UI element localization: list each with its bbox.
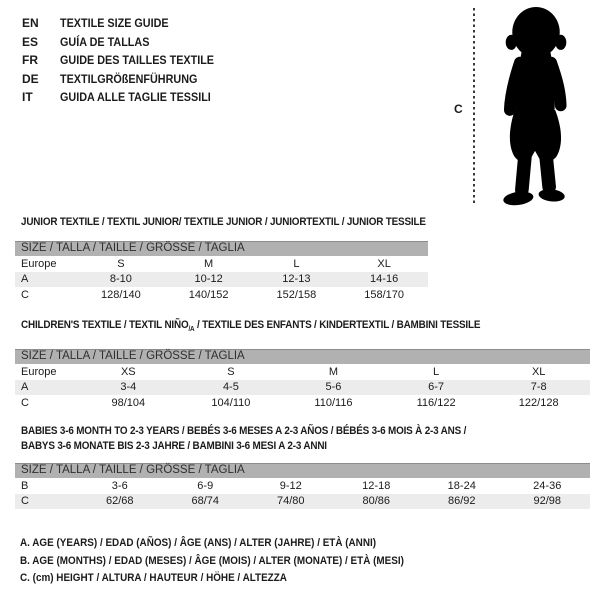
table-cell: M — [328, 365, 339, 378]
table-cell: 128/140 — [100, 288, 141, 301]
row-label: C — [21, 288, 29, 301]
table-cell: 68/74 — [191, 495, 220, 508]
table-cell: 8-10 — [109, 273, 132, 286]
table-row: A 3-4 4-5 5-6 6-7 7-8 — [15, 379, 590, 396]
table-cell: L — [293, 257, 300, 270]
language-title-list: EN TEXTILE SIZE GUIDE ES GUÍA DE TALLAS FR GU… — [22, 14, 231, 107]
table-title: CHILDREN'S TEXTILE / TEXTIL NIÑO/A / TEX… — [21, 318, 533, 337]
table-cell: 98/104 — [111, 396, 146, 409]
table-cell: 152/158 — [276, 288, 317, 301]
table-cell: XL — [531, 365, 546, 378]
table-cell: 7-8 — [530, 381, 547, 394]
babies-textile-table: BABIES 3-6 MONTH TO 2-3 YEARS / BEBÉS 3-… — [15, 424, 590, 509]
table-title: BABIES 3-6 MONTH TO 2-3 YEARS / BEBÉS 3-… — [21, 424, 533, 454]
language-guide-title: TEXTILE SIZE GUIDE — [60, 16, 169, 31]
language-row: ES GUÍA DE TALLAS — [22, 33, 231, 52]
footnote-line: A. AGE (YEARS) / EDAD (AÑOS) / ÂGE (ANS)… — [20, 537, 377, 549]
language-code: DE — [22, 71, 39, 86]
row-label: A — [21, 273, 29, 286]
table-cell: M — [204, 257, 214, 270]
table-cell: S — [117, 257, 125, 270]
table-title-segment: CHILDREN'S TEXTILE / TEXTIL NIÑO — [21, 319, 189, 331]
table-cell: 92/98 — [533, 495, 562, 508]
footnote-legend: A. AGE (YEARS) / EDAD (AÑOS) / ÂGE (ANS)… — [20, 535, 447, 588]
table-row: C 62/68 68/74 74/80 80/86 86/92 92/98 — [15, 493, 590, 509]
table-title-segment: BABIES 3-6 MONTH TO 2-3 YEARS / BEBÉS 3-… — [21, 425, 467, 437]
size-header-band: SIZE / TALLA / TAILLE / GRÖSSE / TAGLIA — [15, 241, 428, 256]
language-row: FR GUIDE DES TAILLES TEXTILE — [22, 51, 231, 70]
language-guide-title: TEXTILGRÖßENFÜHRUNG — [60, 71, 198, 86]
language-guide-title: GUIDA ALLE TAGLIE TESSILI — [60, 90, 211, 105]
table-cell: 14-16 — [370, 273, 399, 286]
toddler-silhouette-icon — [503, 7, 567, 206]
row-label: A — [21, 381, 29, 394]
table-cell: 9-12 — [279, 479, 302, 492]
language-guide-title: GUÍA DE TALLAS — [60, 34, 150, 49]
table-cell: 104/110 — [211, 396, 251, 409]
size-header-band: SIZE / TALLA / TAILLE / GRÖSSE / TAGLIA — [15, 463, 590, 478]
table-cell: 24-36 — [533, 479, 562, 492]
table-row: C 98/104 104/110 110/116 116/122 122/128 — [15, 395, 590, 411]
height-measure-figure: C — [440, 4, 595, 210]
table-cell: 110/116 — [314, 396, 353, 409]
table-cell: 3-4 — [120, 381, 137, 394]
footnote-line: B. AGE (MONTHS) / EDAD (MESES) / ÂGE (MO… — [20, 554, 404, 567]
height-dotted-line — [473, 8, 475, 206]
table-row: Europe S M L XL — [15, 256, 428, 272]
language-code: EN — [22, 16, 39, 31]
table-row: A 8-10 10-12 12-13 14-16 — [15, 271, 428, 287]
junior-textile-table: JUNIOR TEXTILE / TEXTIL JUNIOR/ TEXTILE … — [15, 215, 428, 303]
table-cell: 86/92 — [447, 495, 476, 508]
row-label: C — [21, 396, 29, 409]
row-label: B — [21, 479, 29, 492]
table-cell: L — [433, 365, 440, 378]
language-guide-title: GUIDE DES TAILLES TEXTILE — [60, 53, 215, 68]
table-cell: 6-7 — [428, 381, 445, 394]
size-header-band: SIZE / TALLA / TAILLE / GRÖSSE / TAGLIA — [15, 349, 590, 365]
table-cell: 140/152 — [188, 288, 229, 301]
table-cell: 4-5 — [222, 381, 239, 394]
table-title-segment: /A — [188, 326, 195, 334]
language-code: ES — [22, 34, 39, 49]
table-cell: S — [227, 365, 235, 378]
table-cell: 12-18 — [362, 479, 391, 492]
table-cell: 116/122 — [416, 396, 456, 409]
table-cell: 62/68 — [105, 495, 134, 508]
table-cell: 122/128 — [518, 396, 559, 409]
table-cell: 80/86 — [362, 495, 391, 508]
table-cell: 74/80 — [276, 495, 305, 508]
table-cell: 5-6 — [325, 381, 342, 394]
table-cell: 12-13 — [282, 273, 311, 286]
language-row: IT GUIDA ALLE TAGLIE TESSILI — [22, 88, 231, 107]
table-title-segment: / TEXTILE DES ENFANTS / KINDERTEXTIL / B… — [194, 319, 481, 331]
table-title: JUNIOR TEXTILE / TEXTIL JUNIOR/ TEXTILE … — [21, 215, 426, 230]
table-cell: 6-9 — [197, 479, 214, 492]
table-cell: 3-6 — [111, 479, 128, 492]
row-label: Europe — [21, 257, 57, 270]
table-cell: XS — [120, 365, 136, 378]
footnote-line: C. (cm) HEIGHT / ALTURA / HAUTEUR / HÖHE… — [20, 572, 287, 584]
language-code: FR — [22, 53, 38, 68]
table-row: B 3-6 6-9 9-12 12-18 18-24 24-36 — [15, 478, 590, 494]
table-cell: 158/170 — [364, 288, 404, 301]
table-cell: 18-24 — [447, 479, 476, 492]
row-label: Europe — [21, 365, 57, 378]
table-cell: XL — [377, 257, 391, 270]
table-row: Europe XS S M L XL — [15, 364, 590, 380]
language-row: EN TEXTILE SIZE GUIDE — [22, 14, 231, 33]
table-title-segment: JUNIOR TEXTILE / TEXTIL JUNIOR/ TEXTILE … — [21, 216, 426, 228]
row-label: C — [21, 495, 29, 508]
children-textile-table: CHILDREN'S TEXTILE / TEXTIL NIÑO/A / TEX… — [15, 318, 590, 411]
height-measure-label: C — [454, 102, 463, 116]
table-row: C 128/140 140/152 152/158 158/170 — [15, 287, 428, 303]
table-cell: 10-12 — [194, 273, 223, 286]
table-title-segment: BABYS 3-6 MONATE BIS 2-3 JAHRE / BAMBINI… — [21, 440, 327, 452]
language-row: DE TEXTILGRÖßENFÜHRUNG — [22, 70, 231, 89]
language-code: IT — [22, 90, 33, 105]
